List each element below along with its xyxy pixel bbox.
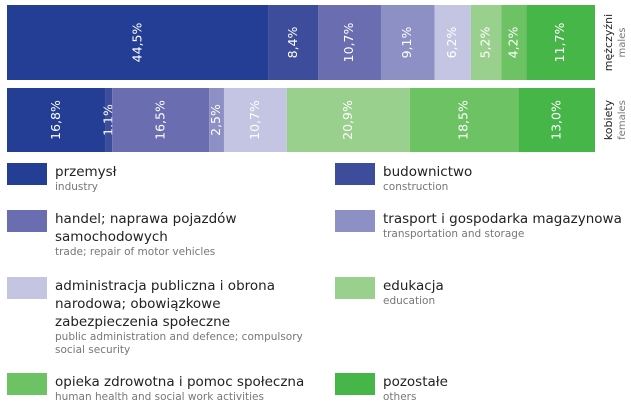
value-label: 11,7% (552, 23, 567, 63)
legend-label-en: education (383, 295, 436, 307)
bar-segment (209, 88, 224, 152)
value-label: 16,5% (152, 100, 167, 140)
legend-label-en: others (383, 391, 417, 403)
bar-segment (7, 5, 269, 80)
legend-label-en: trade; repair of motor vehicles (55, 246, 216, 258)
legend-text: edukacja education (383, 277, 631, 308)
bar-segment (223, 88, 287, 152)
legend-swatch (335, 163, 375, 185)
bar-segment (380, 5, 435, 80)
row-label-en: females (617, 100, 628, 140)
value-label: 16,8% (48, 100, 63, 140)
bar-segment (286, 88, 410, 152)
legend-label: administracja publiczna i obrona narodow… (55, 278, 275, 330)
bar-segment (268, 5, 319, 80)
value-label: 8,4% (285, 27, 300, 59)
legend-text: pozostałe others (383, 373, 631, 404)
legend-label: opieka zdrowotna i pomoc społeczna (55, 374, 305, 390)
bar-segment (470, 5, 502, 80)
legend-label: pozostałe (383, 374, 448, 390)
legend-label: budownictwo (383, 164, 473, 180)
bar-segment (318, 5, 381, 80)
value-label: 10,7% (341, 23, 356, 63)
legend-label-en: construction (383, 181, 449, 193)
bar-segment (518, 88, 595, 152)
chart: 44,5% 8,4% 10,7% 9,1% 6,2% 5,2% 4,2% 11,7% mężcz… (7, 5, 628, 152)
legend-text: budownictwo construction (383, 163, 631, 194)
legend-swatch (7, 373, 47, 395)
value-label: 4,2% (505, 27, 520, 59)
legend-swatch (335, 210, 375, 232)
row-label: kobiety (602, 99, 615, 140)
legend-label: handel; naprawa pojazdów samochodowych (55, 211, 237, 245)
value-label: 20,9% (340, 100, 355, 140)
value-label: 6,2% (444, 27, 459, 59)
bar-segment (7, 88, 106, 152)
legend-label: edukacja (383, 278, 444, 294)
value-label: 5,2% (478, 27, 493, 59)
legend-label-en: transportation and storage (383, 228, 525, 240)
value-label: 9,1% (399, 27, 414, 59)
legend-text: handel; naprawa pojazdów samochodowych tr… (55, 210, 305, 259)
legend-text: opieka zdrowotna i pomoc społeczna human … (55, 373, 305, 404)
value-label: 1,1% (101, 104, 116, 136)
legend-swatch (7, 277, 47, 299)
value-label: 18,5% (456, 100, 471, 140)
value-label: 44,5% (129, 23, 144, 63)
legend-text: trasport i gospodarka magazynowa transpor… (383, 210, 631, 241)
legend-text: przemysł industry (55, 163, 305, 194)
bar-segment (409, 88, 519, 152)
value-label: 13,0% (548, 100, 563, 140)
legend-swatch (7, 210, 47, 232)
legend-label-en: human health and social work activities (55, 391, 264, 403)
legend-swatch (7, 163, 47, 185)
legend-text: administracja publiczna i obrona narodow… (55, 277, 305, 357)
row-label: mężczyźni (602, 14, 615, 71)
legend-swatch (335, 277, 375, 299)
legend-label-en: industry (55, 181, 99, 193)
value-label: 2,5% (208, 104, 223, 136)
row-label-en: males (617, 27, 628, 57)
bar-segment (434, 5, 471, 80)
bar-segment (112, 88, 210, 152)
bar-segment (526, 5, 595, 80)
legend-label: przemysł (55, 164, 117, 180)
legend-label: trasport i gospodarka magazynowa (383, 211, 622, 227)
value-label: 10,7% (247, 100, 262, 140)
bar-segment (501, 5, 527, 80)
legend-swatch (335, 373, 375, 395)
bar-segment (105, 88, 113, 152)
legend-label-en: public administration and defence; compu… (55, 331, 303, 356)
